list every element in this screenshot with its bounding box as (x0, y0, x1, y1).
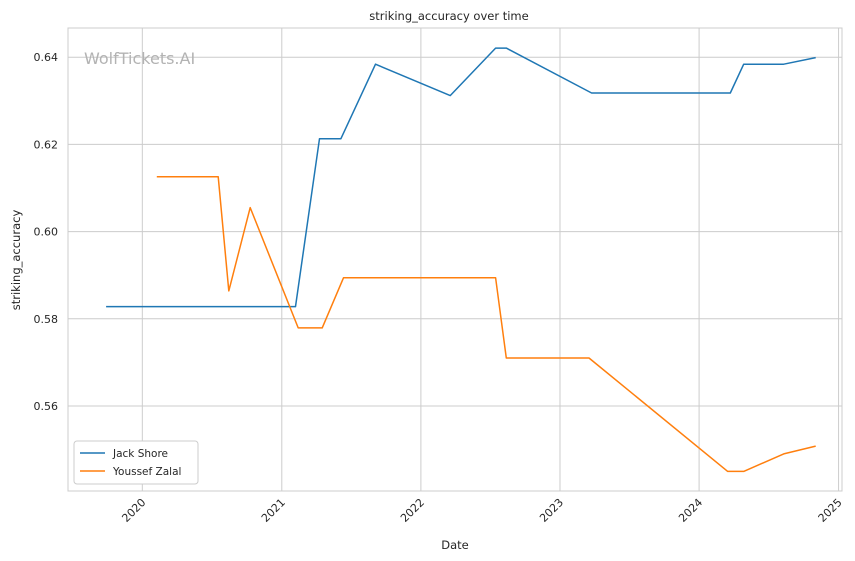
chart-title: striking_accuracy over time (369, 9, 528, 23)
x-tick-label: 2020 (119, 496, 148, 525)
y-tick-label: 0.58 (34, 313, 59, 326)
x-axis-title: Date (441, 538, 469, 552)
x-tick-label: 2021 (259, 496, 288, 525)
x-axis-ticks: 2020 2021 2022 2023 2024 2025 (119, 496, 844, 525)
y-tick-label: 0.64 (34, 51, 59, 64)
legend: Jack Shore Youssef Zalal (73, 440, 199, 485)
grid (68, 28, 842, 491)
watermark: WolfTickets.AI (84, 49, 195, 68)
x-tick-label: 2025 (816, 496, 845, 525)
x-tick-label: 2024 (676, 496, 705, 525)
series-line-youssef-zalal (156, 175, 816, 473)
plot-frame (67, 27, 843, 492)
y-axis-title: striking_accuracy (9, 210, 23, 311)
x-tick-label: 2022 (398, 496, 427, 525)
y-tick-label: 0.62 (34, 138, 59, 151)
y-tick-label: 0.56 (34, 400, 59, 413)
series-line-jack-shore (106, 47, 816, 308)
y-axis-ticks: 0.56 0.58 0.60 0.62 0.64 (34, 51, 59, 413)
legend-label-jack-shore: Jack Shore (112, 448, 168, 460)
legend-label-youssef-zalal: Youssef Zalal (112, 466, 181, 478)
legend-box (73, 440, 199, 485)
x-tick-label: 2023 (537, 496, 566, 525)
series-layer (106, 47, 816, 473)
y-tick-label: 0.60 (34, 226, 59, 239)
